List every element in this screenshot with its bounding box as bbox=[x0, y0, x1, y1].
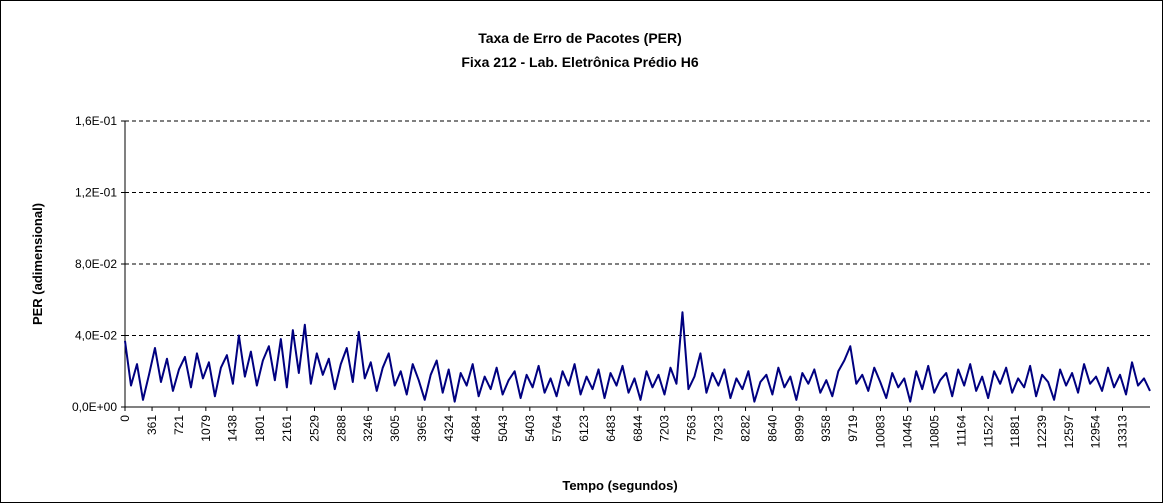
x-tick-label: 0 bbox=[118, 415, 132, 422]
x-tick-label: 4324 bbox=[442, 415, 456, 442]
x-tick-label: 7563 bbox=[685, 415, 699, 442]
x-tick-label: 4684 bbox=[469, 415, 483, 442]
x-tick-label: 361 bbox=[145, 415, 159, 435]
x-tick-label: 6844 bbox=[631, 415, 645, 442]
x-tick-label: 8999 bbox=[792, 415, 806, 442]
x-tick-label: 10445 bbox=[901, 415, 915, 449]
x-tick-label: 1438 bbox=[226, 415, 240, 442]
x-tick-label: 721 bbox=[172, 415, 186, 435]
data-line bbox=[124, 311, 1151, 403]
x-tick-label: 1079 bbox=[199, 415, 213, 442]
x-tick-label: 2529 bbox=[307, 415, 321, 442]
x-tick-label: 9719 bbox=[846, 415, 860, 442]
x-tick-label: 11881 bbox=[1008, 415, 1022, 448]
y-axis-label: PER (adimensional) bbox=[30, 203, 45, 325]
y-tick-label: 0,0E+00 bbox=[72, 400, 117, 414]
x-tick-label: 9358 bbox=[819, 415, 833, 442]
x-tick-label: 11522 bbox=[981, 415, 995, 448]
x-tick-label: 10083 bbox=[873, 415, 887, 449]
x-tick-label: 3246 bbox=[361, 415, 375, 442]
x-axis-label: Tempo (segundos) bbox=[562, 478, 677, 493]
x-tick-label: 2161 bbox=[280, 415, 294, 442]
x-tick-label: 8640 bbox=[765, 415, 779, 442]
y-tick-label: 1,6E-01 bbox=[75, 114, 117, 128]
x-tick-label: 12239 bbox=[1035, 415, 1049, 449]
x-tick-label: 2888 bbox=[334, 415, 348, 442]
y-tick-label: 1,2E-01 bbox=[75, 186, 117, 200]
chart-subtitle: Fixa 212 - Lab. Eletrônica Prédio H6 bbox=[461, 54, 699, 70]
x-tick-label: 8282 bbox=[739, 415, 753, 442]
x-tick-label: 11164 bbox=[954, 415, 968, 447]
x-tick-label: 12954 bbox=[1089, 415, 1103, 449]
x-tick-label: 3605 bbox=[388, 415, 402, 442]
y-tick-label: 4,0E-02 bbox=[75, 329, 117, 343]
y-tick-label: 8,0E-02 bbox=[75, 257, 117, 271]
x-tick-label: 6483 bbox=[604, 415, 618, 442]
x-tick-label: 5043 bbox=[496, 415, 510, 442]
x-tick-label: 5403 bbox=[523, 415, 537, 442]
x-tick-label: 1801 bbox=[253, 415, 267, 442]
x-tick-label: 12597 bbox=[1062, 415, 1076, 449]
chart-title: Taxa de Erro de Pacotes (PER) bbox=[478, 30, 682, 46]
x-tick-label: 10805 bbox=[928, 415, 942, 449]
x-tick-label: 3965 bbox=[415, 415, 429, 442]
x-tick-label: 7923 bbox=[712, 415, 726, 442]
x-tick-label: 7203 bbox=[658, 415, 672, 442]
x-tick-label: 13313 bbox=[1116, 415, 1130, 449]
x-tick-label: 5764 bbox=[550, 415, 564, 442]
x-tick-label: 6123 bbox=[577, 415, 591, 442]
